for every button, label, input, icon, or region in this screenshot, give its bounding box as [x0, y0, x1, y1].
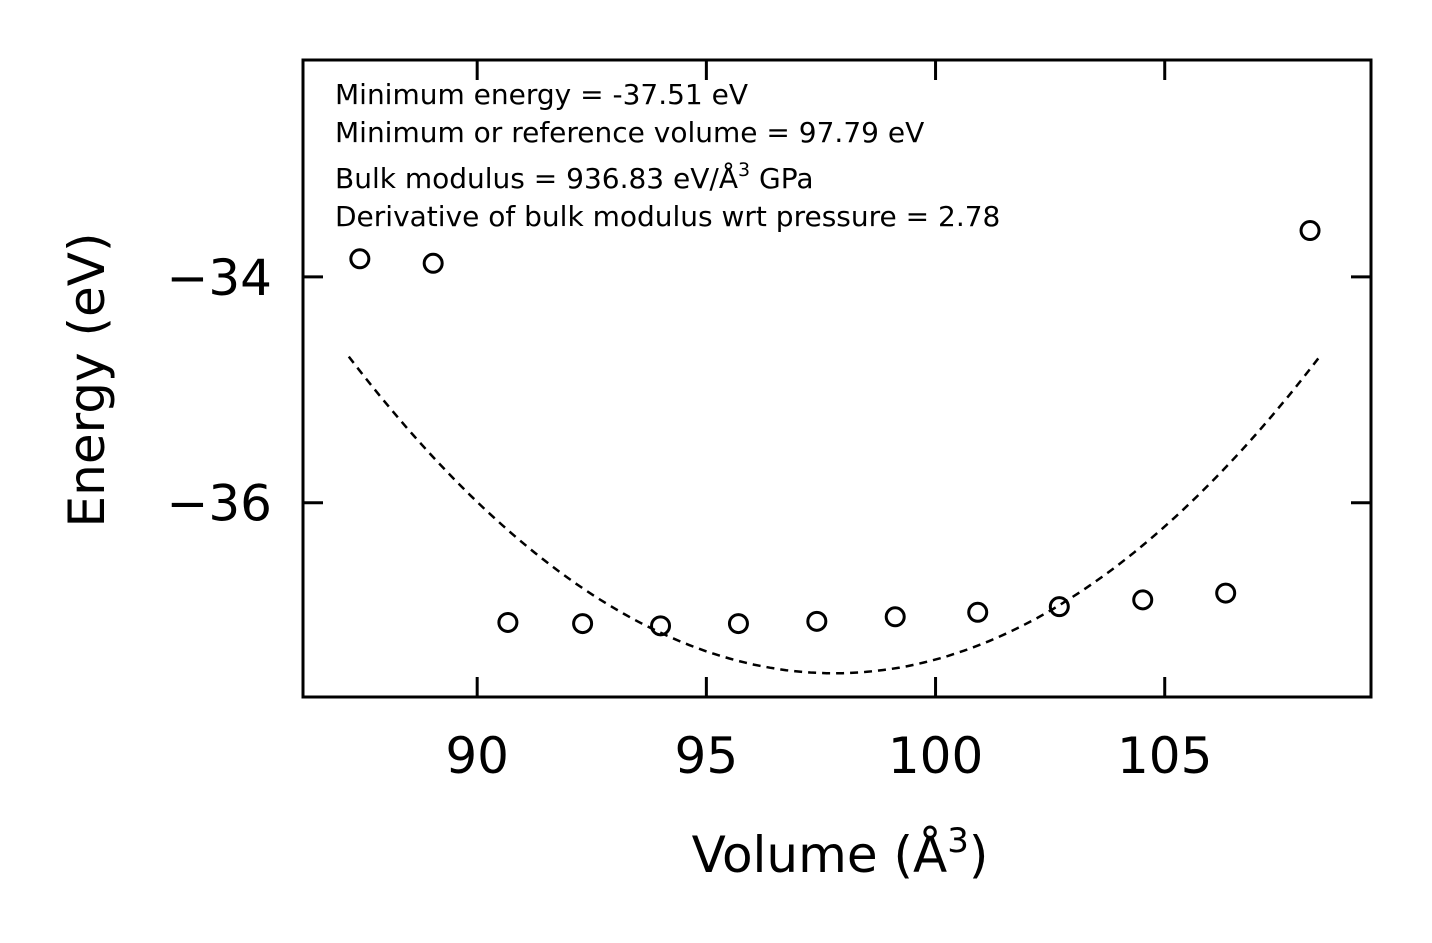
- fit-curve: [347, 354, 1322, 675]
- data-point: [349, 248, 371, 270]
- x-axis-label-close: ): [969, 826, 989, 884]
- axis-ticks: [303, 60, 1371, 697]
- data-point: [1299, 220, 1321, 242]
- y-axis-label: Energy (eV): [58, 233, 116, 528]
- annotation-bulk-derivative: Derivative of bulk modulus wrt pressure …: [335, 200, 1000, 233]
- axis-tick-labels: 90 95 100 105 −34 −36: [166, 249, 1212, 785]
- annotation-bulk-modulus: Bulk modulus = 936.83 eV/Å3 GPa: [335, 159, 813, 195]
- x-axis-label-sup: 3: [947, 821, 969, 861]
- data-point: [497, 611, 519, 633]
- x-tick-label: 100: [888, 727, 983, 785]
- plot-frame: [301, 58, 1373, 699]
- data-point: [1048, 596, 1070, 618]
- data-point: [806, 610, 828, 632]
- annotation-bulk-modulus-unit: GPa: [750, 162, 813, 195]
- x-axis-label: Volume (Å3): [692, 821, 989, 884]
- data-point: [1132, 589, 1154, 611]
- data-point: [884, 606, 906, 628]
- annotation-ref-volume: Minimum or reference volume = 97.79 eV: [335, 116, 924, 149]
- data-points: [349, 220, 1321, 637]
- annotation-bulk-modulus-sup: 3: [738, 159, 750, 181]
- x-axis-label-text: Volume (Å: [692, 826, 948, 884]
- x-tick-label: 90: [445, 727, 509, 785]
- data-point: [650, 615, 672, 637]
- x-tick-label: 95: [675, 727, 739, 785]
- annotation-min-energy: Minimum energy = -37.51 eV: [335, 78, 748, 111]
- data-point: [967, 601, 989, 623]
- annotation-bulk-modulus-text: Bulk modulus = 936.83 eV/Å: [335, 161, 738, 195]
- data-point: [572, 613, 594, 635]
- data-point: [1215, 582, 1237, 604]
- y-tick-label: −36: [166, 475, 272, 533]
- y-tick-label: −34: [166, 249, 272, 307]
- data-point: [422, 252, 444, 274]
- data-point: [727, 613, 749, 635]
- x-tick-label: 105: [1117, 727, 1212, 785]
